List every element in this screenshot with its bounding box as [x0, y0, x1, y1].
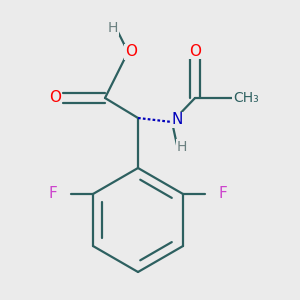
Text: O: O	[49, 91, 61, 106]
Text: CH₃: CH₃	[233, 91, 259, 105]
Text: H: H	[177, 140, 187, 154]
Text: O: O	[125, 44, 137, 59]
Text: F: F	[49, 187, 57, 202]
Text: O: O	[189, 44, 201, 59]
Text: N: N	[171, 112, 183, 128]
Text: H: H	[108, 21, 118, 35]
Text: F: F	[219, 187, 227, 202]
